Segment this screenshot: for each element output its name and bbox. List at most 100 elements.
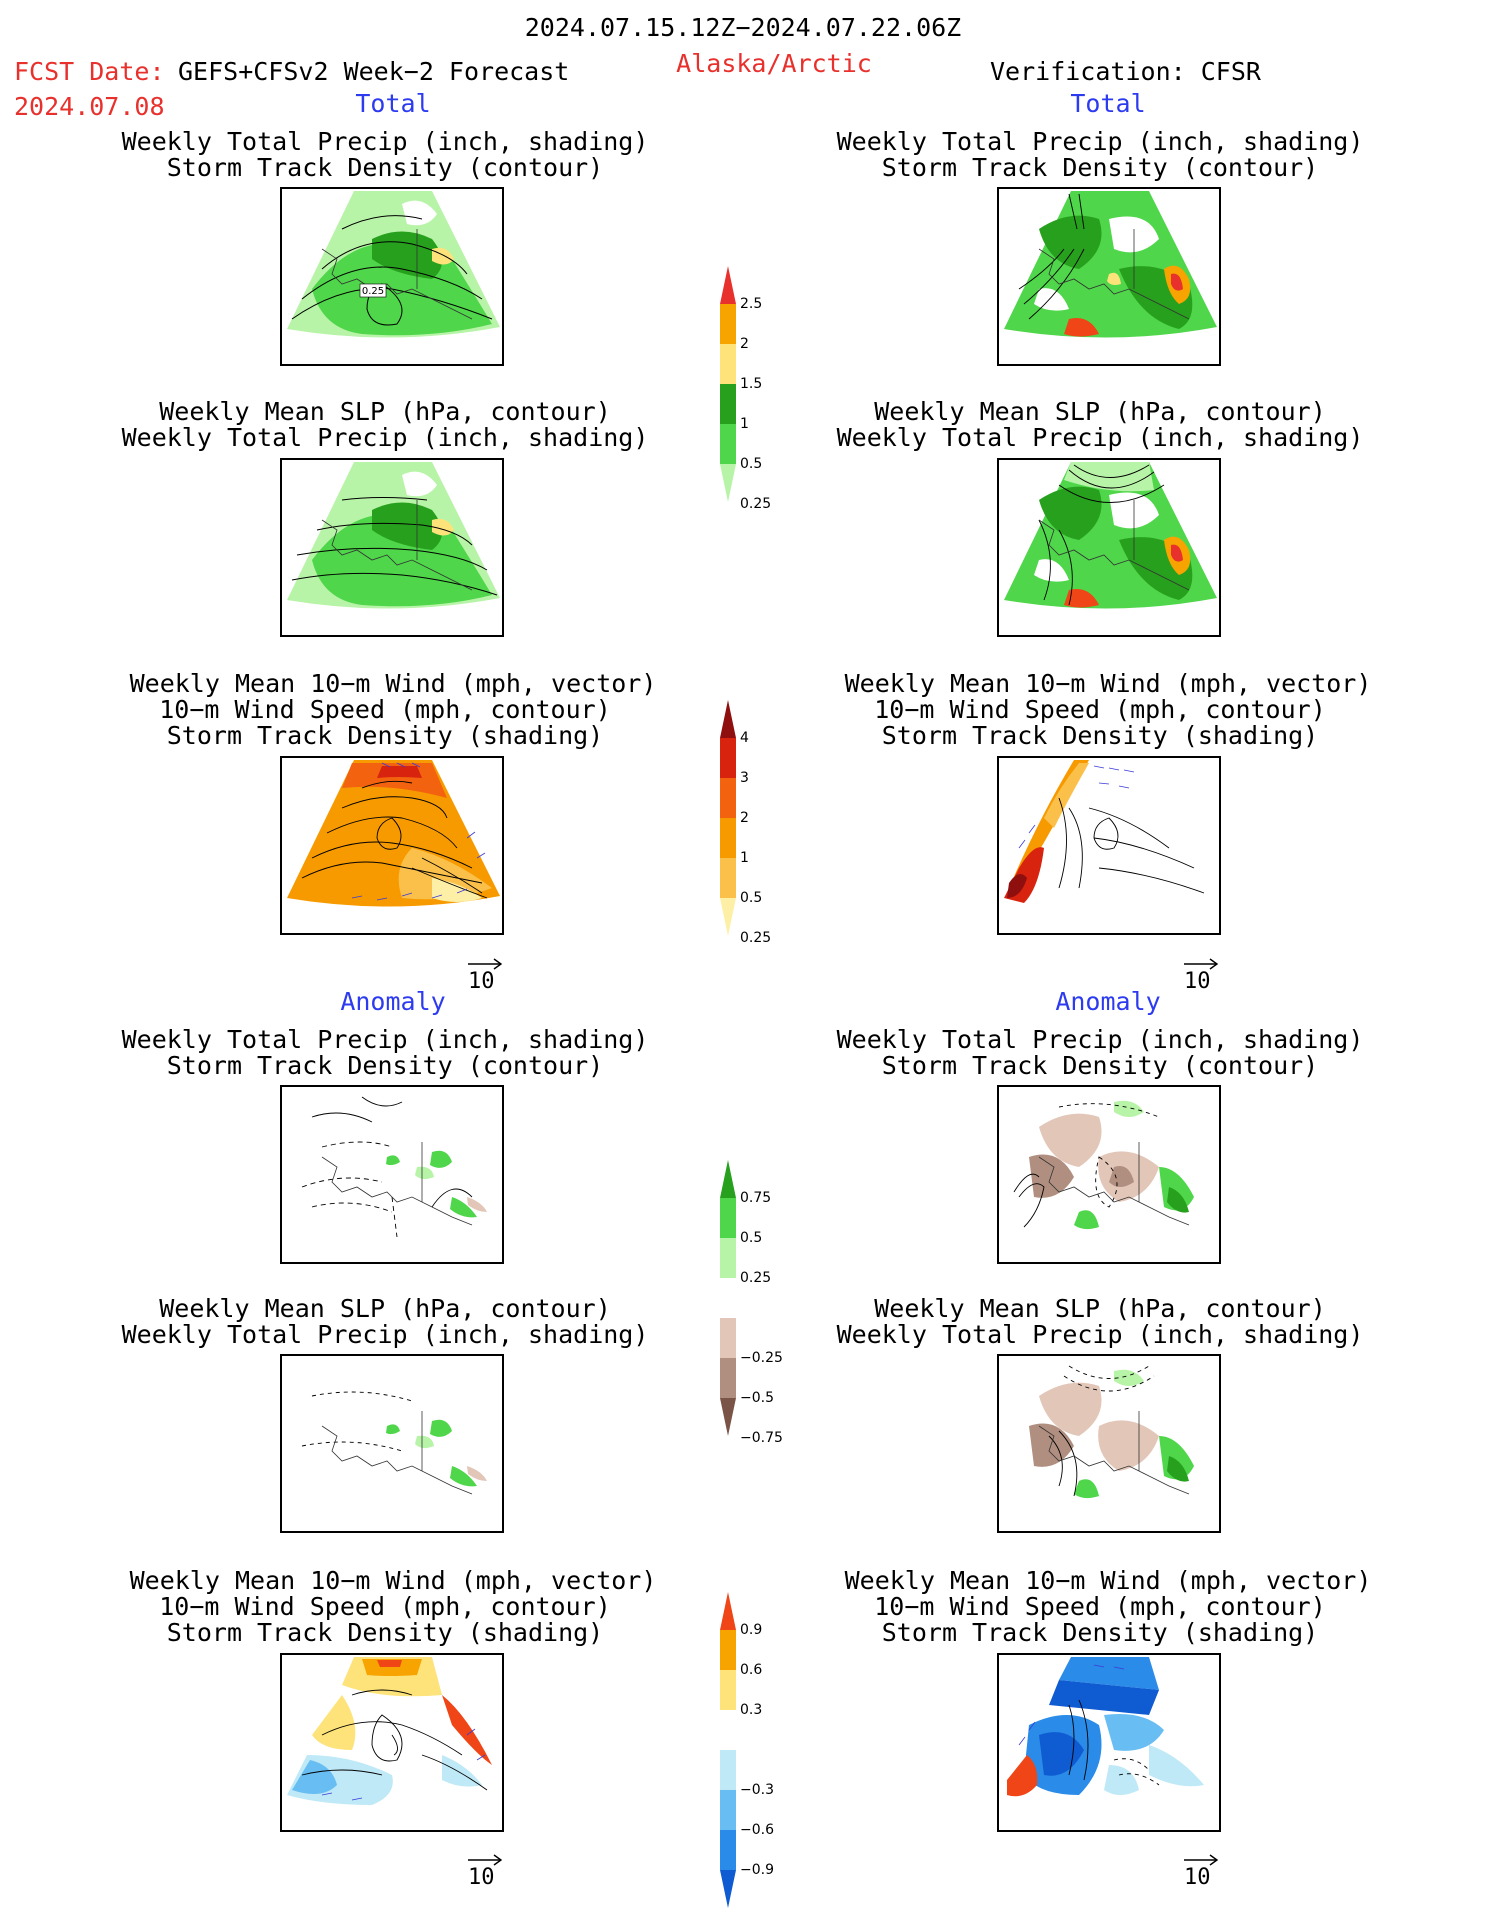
colorbar-bottom-triangle [720,1870,736,1908]
title-l3-line2: 10−m Wind Speed (mph, contour) [159,695,611,724]
colorbar-storm-anom: 0.9 0.6 0.3 −0.3 −0.6 −0.9 [716,1592,786,1908]
colorbar-tick-label: 0.75 [740,1190,772,1206]
fcst-date-value: 2024.07.08 [14,92,165,121]
title-r6-line1: Weekly Mean 10−m Wind (mph, vector) [844,1566,1372,1595]
section-total-left: Total [355,89,431,118]
colorbar-tick-label: −0.75 [740,1430,783,1446]
colorbar-tick-label: 3 [740,770,749,786]
title-r6-line2: 10−m Wind Speed (mph, contour) [874,1592,1326,1621]
colorbar-segment [720,1830,736,1870]
title-l5-line2: Weekly Total Precip (inch, shading) [121,1320,649,1349]
colorbar-svg [720,700,736,936]
colorbar-tick-label: 0.6 [740,1662,763,1678]
colorbar-tick-label: 0.25 [740,1270,772,1286]
title-l4-line1: Weekly Total Precip (inch, shading) [121,1025,649,1054]
colorbar-segment [720,424,736,464]
colorbar-bottom-triangle [720,898,736,936]
map-anom-slp-precip-forecast [280,1354,504,1533]
title-l3-line3: Storm Track Density (shading) [166,721,604,750]
colorbar-tick-label: 0.25 [740,496,772,512]
colorbar-segment [720,304,736,344]
colorbar-tick-label: 0.5 [740,456,763,472]
title-r3-line2: 10−m Wind Speed (mph, contour) [874,695,1326,724]
map-anom-precip-verification [997,1085,1221,1264]
vector-scale-r6: 10 [1182,1852,1222,1892]
colorbar-top-triangle [720,700,736,738]
verification-label: Verification: CFSR [990,57,1261,86]
colorbar-segment [720,1630,736,1670]
section-anomaly-left: Anomaly [340,987,446,1016]
colorbar-segment [720,818,736,858]
title-r3-line3: Storm Track Density (shading) [881,721,1319,750]
title-l6-line2: 10−m Wind Speed (mph, contour) [159,1592,611,1621]
colorbar-precip-total: 2.5 2 1.5 1 0.5 0.25 [716,266,786,556]
colorbar-segment [720,858,736,898]
colorbar-top-triangle [720,266,736,304]
vector-scale-l3: 10 [466,956,506,996]
colorbar-tick-label: 0.3 [740,1702,763,1718]
colorbar-segment [720,384,736,424]
title-l3-line1: Weekly Mean 10−m Wind (mph, vector) [129,669,657,698]
colorbar-tick-label: −0.9 [740,1862,774,1878]
title-l1-line2: Storm Track Density (contour) [166,153,604,182]
colorbar-storm-total: 4 3 2 1 0.5 0.25 [716,700,786,990]
map-slp-precip-verification [997,458,1221,637]
map-anom-wind-storm-verification [997,1653,1221,1832]
map-total-precip-forecast: 0.25 [280,187,504,366]
title-r6-line3: Storm Track Density (shading) [881,1618,1319,1647]
title-r2-line1: Weekly Mean SLP (hPa, contour) [874,397,1326,426]
colorbar-tick-label: 1.5 [740,376,763,392]
colorbar-segment [720,1670,736,1710]
title-l5-line1: Weekly Mean SLP (hPa, contour) [159,1294,611,1323]
model-label: GEFS+CFSv2 Week−2 Forecast [178,57,570,86]
colorbar-tick-label: 2 [740,336,749,352]
vector-scale-r3: 10 [1182,956,1222,996]
vector-scale-l6: 10 [466,1852,506,1892]
map-anom-slp-precip-verification [997,1354,1221,1533]
colorbar-segment [720,1710,736,1750]
title-l6-line1: Weekly Mean 10−m Wind (mph, vector) [129,1566,657,1595]
colorbar-bottom-triangle [720,1398,736,1436]
section-total-right: Total [1070,89,1146,118]
vector-scale-label: 10 [1184,969,1211,994]
colorbar-segment [720,1198,736,1238]
date-range-title: 2024.07.15.12Z−2024.07.22.06Z [524,13,962,42]
title-l6-line3: Storm Track Density (shading) [166,1618,604,1647]
title-r3-line1: Weekly Mean 10−m Wind (mph, vector) [844,669,1372,698]
map-anom-precip-forecast [280,1085,504,1264]
colorbar-tick-label: 1 [740,850,749,866]
colorbar-segment [720,1790,736,1830]
colorbar-tick-label: −0.3 [740,1782,774,1798]
title-r4-line1: Weekly Total Precip (inch, shading) [836,1025,1364,1054]
colorbar-segment [720,344,736,384]
title-r5-line1: Weekly Mean SLP (hPa, contour) [874,1294,1326,1323]
colorbar-tick-label: 4 [740,730,749,746]
colorbar-svg [720,266,736,502]
colorbar-tick-label: 0.5 [740,1230,763,1246]
title-l2-line2: Weekly Total Precip (inch, shading) [121,423,649,452]
vector-scale-label: 10 [468,1865,495,1890]
colorbar-segment [720,778,736,818]
map-wind-storm-verification [997,756,1221,935]
colorbar-precip-anom: 0.75 0.5 0.25 −0.25 −0.5 −0.75 [716,1160,786,1450]
fcst-date-label: FCST Date: [14,57,165,86]
colorbar-top-triangle [720,1160,736,1198]
title-l2-line1: Weekly Mean SLP (hPa, contour) [159,397,611,426]
section-anomaly-right: Anomaly [1055,987,1161,1016]
colorbar-bottom-triangle [720,464,736,502]
colorbar-tick-label: −0.6 [740,1822,774,1838]
map-slp-precip-forecast [280,458,504,637]
colorbar-segment [720,1318,736,1358]
colorbar-tick-label: 0.5 [740,890,763,906]
colorbar-segment [720,738,736,778]
colorbar-top-triangle [720,1592,736,1630]
colorbar-svg [720,1160,736,1436]
map-total-precip-verification [997,187,1221,366]
contour-label: 0.25 [362,286,384,297]
colorbar-segment [720,1278,736,1318]
colorbar-tick-label: 2.5 [740,296,763,312]
colorbar-tick-label: 2 [740,810,749,826]
title-l4-line2: Storm Track Density (contour) [166,1051,604,1080]
colorbar-tick-label: 1 [740,416,749,432]
colorbar-tick-label: −0.5 [740,1390,774,1406]
